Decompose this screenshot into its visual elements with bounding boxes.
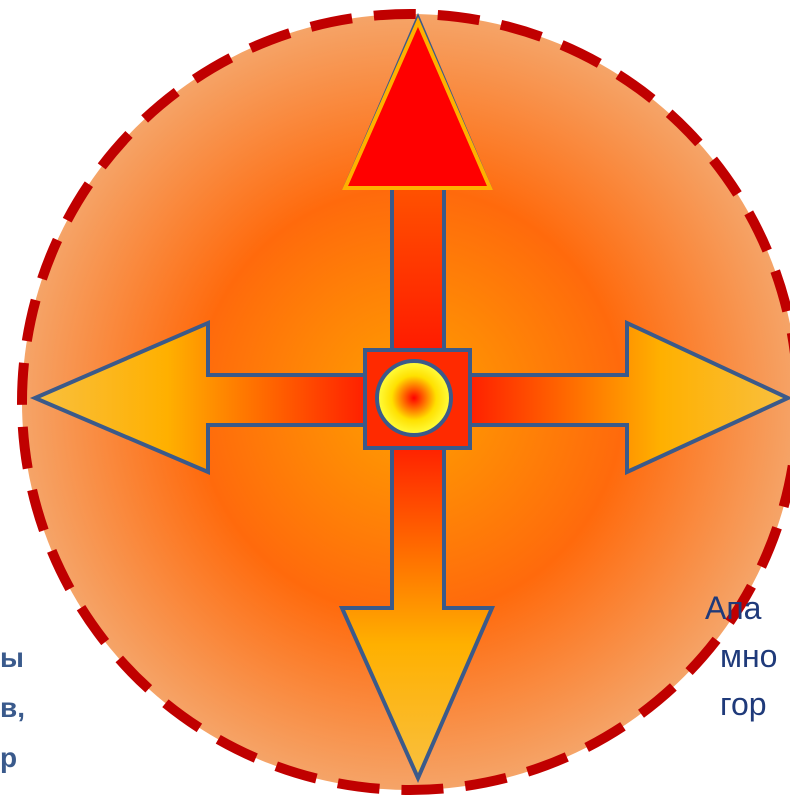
arrow-up-head [341,17,494,190]
left-text: ы [0,642,24,673]
left-text: р [0,742,18,773]
left-text: в, [0,692,25,723]
arrow-left [29,319,367,476]
right-text: мно [720,638,778,674]
right-text: Апа [705,590,762,626]
arrow-right [468,319,790,476]
right-text: гор [720,686,767,722]
arrow-down [338,443,496,783]
center-dot [375,359,453,437]
